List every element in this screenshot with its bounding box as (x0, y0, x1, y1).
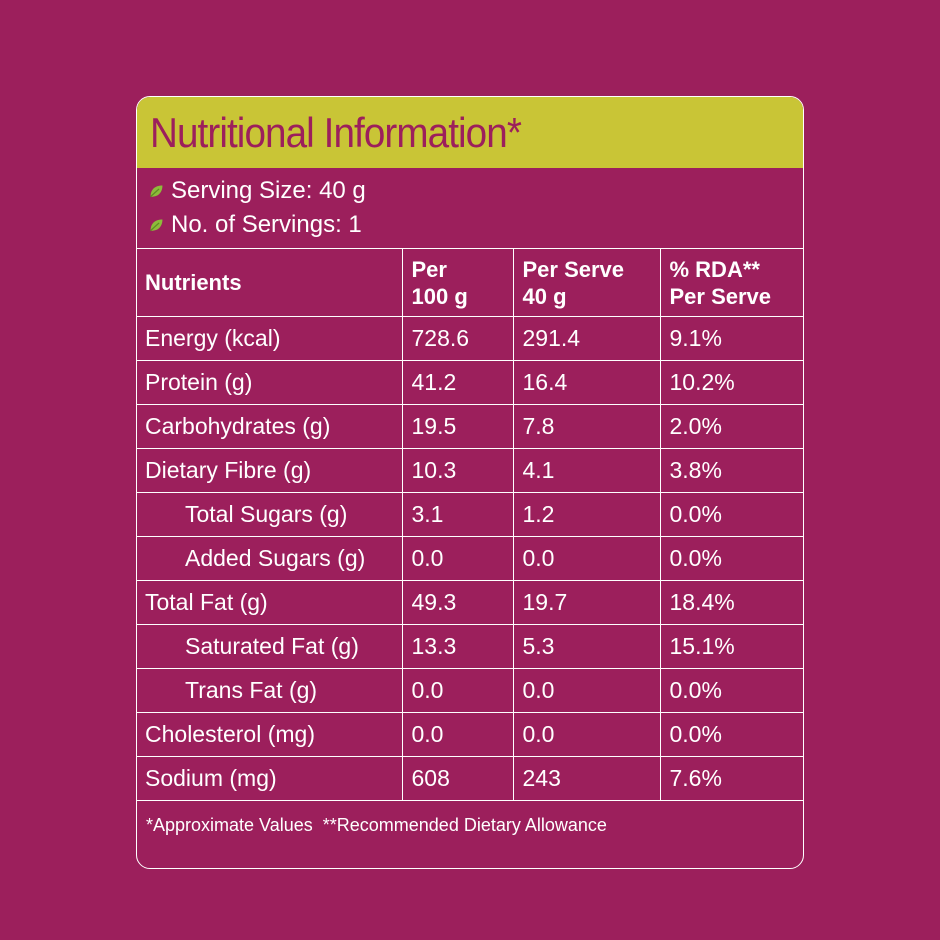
serving-size: Serving Size: 40 g (171, 177, 366, 204)
table-row: Energy (kcal) 728.6 291.4 9.1% (137, 316, 803, 361)
nutrition-table: Nutrients Per 100 g Per Serve 40 g% RDA** … (137, 248, 803, 801)
servings-count-line: No. of Servings: 1 (148, 208, 803, 242)
per-100g-value: 3.1 (401, 492, 514, 537)
nutrient-name: Trans Fat (g) (137, 668, 403, 713)
per-100g-value: 41.2 (401, 360, 514, 405)
nutrient-name: Energy (kcal) (137, 316, 403, 361)
rda-value: 18.4% (659, 580, 803, 625)
nutrient-name: Dietary Fibre (g) (137, 448, 403, 493)
table-row: Trans Fat (g) 0.0 0.0 0.0% (137, 668, 803, 713)
rda-value: 9.1% (659, 316, 803, 361)
rda-value: 3.8% (659, 448, 803, 493)
nutrient-name: Protein (g) (137, 360, 403, 405)
per-serve-value: 7.8 (512, 404, 661, 449)
table-body: Energy (kcal) 728.6 291.4 9.1% Protein (g) 41… (137, 316, 803, 801)
per-100g-value: 10.3 (401, 448, 514, 493)
table-row: Sodium (mg) 608 243 7.6% (137, 756, 803, 801)
column-header: % RDA** Per Serve (659, 248, 803, 317)
table-row: Total Sugars (g) 3.1 1.2 0.0% (137, 492, 803, 537)
nutrition-panel: Nutritional Information* Serving Size: 4… (136, 96, 804, 869)
nutrient-name: Cholesterol (mg) (137, 712, 403, 757)
rda-value: 7.6% (659, 756, 803, 801)
leaf-icon (150, 219, 163, 231)
per-serve-value: 0.0 (512, 536, 661, 581)
per-serve-value: 0.0 (512, 668, 661, 713)
per-100g-value: 728.6 (401, 316, 514, 361)
table-row: Saturated Fat (g) 13.3 5.3 15.1% (137, 624, 803, 669)
nutrient-name: Sodium (mg) (137, 756, 403, 801)
column-header: Per Serve 40 g (512, 248, 661, 317)
column-header: Per 100 g (401, 248, 514, 317)
per-100g-value: 13.3 (401, 624, 514, 669)
nutrient-name: Saturated Fat (g) (137, 624, 403, 669)
rda-value: 2.0% (659, 404, 803, 449)
per-serve-value: 1.2 (512, 492, 661, 537)
per-serve-value: 5.3 (512, 624, 661, 669)
rda-value: 0.0% (659, 492, 803, 537)
table-row: Cholesterol (mg) 0.0 0.0 0.0% (137, 712, 803, 757)
table-header-row: Nutrients Per 100 g Per Serve 40 g% RDA** … (137, 248, 803, 317)
per-100g-value: 49.3 (401, 580, 514, 625)
per-100g-value: 608 (401, 756, 514, 801)
table-row: Dietary Fibre (g) 10.3 4.1 3.8% (137, 448, 803, 493)
servings-count: No. of Servings: 1 (171, 211, 362, 238)
rda-value: 0.0% (659, 536, 803, 581)
per-serve-value: 291.4 (512, 316, 661, 361)
serving-size-line: Serving Size: 40 g (148, 174, 803, 208)
nutrient-name: Carbohydrates (g) (137, 404, 403, 449)
per-100g-value: 19.5 (401, 404, 514, 449)
table-row: Total Fat (g) 49.3 19.7 18.4% (137, 580, 803, 625)
rda-value: 0.0% (659, 712, 803, 757)
leaf-icon (150, 185, 163, 197)
rda-value: 15.1% (659, 624, 803, 669)
nutrient-name: Total Sugars (g) (137, 492, 403, 537)
per-serve-value: 19.7 (512, 580, 661, 625)
nutrient-name: Total Fat (g) (137, 580, 403, 625)
serving-info: Serving Size: 40 g No. of Servings: 1 (137, 168, 803, 248)
per-serve-value: 0.0 (512, 712, 661, 757)
panel-title: Nutritional Information* (150, 108, 522, 156)
per-serve-value: 4.1 (512, 448, 661, 493)
title-bar: Nutritional Information* (137, 97, 803, 168)
footnote: *Approximate Values **Recommended Dietar… (146, 815, 607, 835)
per-100g-value: 0.0 (401, 668, 514, 713)
per-serve-value: 243 (512, 756, 661, 801)
rda-value: 0.0% (659, 668, 803, 713)
per-serve-value: 16.4 (512, 360, 661, 405)
table-row: Protein (g) 41.2 16.4 10.2% (137, 360, 803, 405)
column-header: Nutrients (137, 248, 403, 317)
table-row: Added Sugars (g) 0.0 0.0 0.0% (137, 536, 803, 581)
nutrient-name: Added Sugars (g) (137, 536, 403, 581)
table-row: Carbohydrates (g) 19.5 7.8 2.0% (137, 404, 803, 449)
per-100g-value: 0.0 (401, 712, 514, 757)
per-100g-value: 0.0 (401, 536, 514, 581)
rda-value: 10.2% (659, 360, 803, 405)
